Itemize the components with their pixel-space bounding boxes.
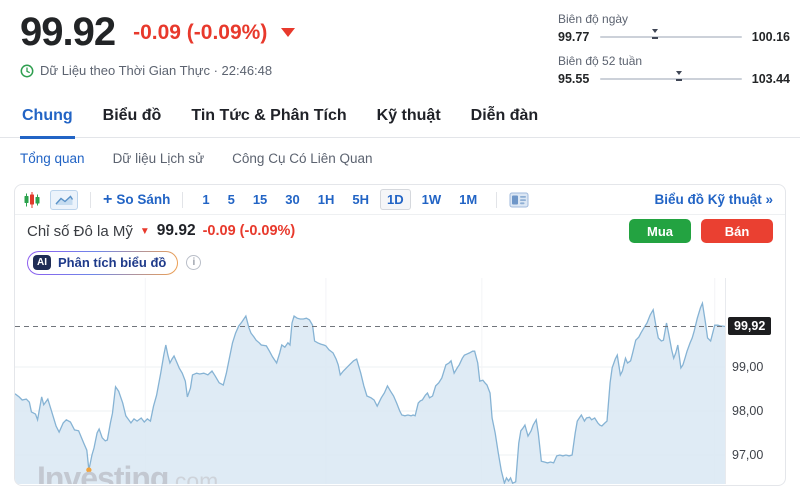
clock-icon: [20, 64, 34, 77]
technical-chart-link[interactable]: Biểu đồ Kỹ thuật »: [654, 192, 773, 207]
chart-area: Investing.com 99,92 99,00 98,00 97,00: [15, 278, 785, 484]
price-change: -0.09 (-0.09%): [133, 20, 268, 44]
compare-label: So Sánh: [116, 192, 171, 207]
investing-watermark: Investing.com: [37, 460, 219, 484]
interval-1h[interactable]: 1H: [317, 192, 335, 207]
ai-analysis-row: AI Phân tích biểu đồ i: [15, 247, 785, 278]
week52-range-high: 103.44: [751, 72, 790, 86]
price-area-fill: [15, 303, 725, 484]
watermark-orange-dot-icon: [86, 467, 92, 473]
tab-tin-tuc-phan-tich[interactable]: Tin Tức & Phân Tích: [191, 107, 347, 124]
chart-toolbar: + So Sánh 1 5 15 30 1H 5H 1D 1W 1M: [15, 185, 785, 215]
interval-5[interactable]: 5: [227, 192, 235, 207]
instrument-change: -0.09 (-0.09%): [202, 223, 296, 239]
sell-button[interactable]: Bán: [701, 219, 773, 243]
price-block: 99.92 -0.09 (-0.09%) Dữ Liệu theo Thời G…: [20, 10, 296, 92]
chart-news-panel-icon[interactable]: [509, 192, 529, 208]
price-down-caret-icon: [281, 28, 296, 37]
compare-button[interactable]: + So Sánh: [103, 191, 170, 209]
tab-bieu-do[interactable]: Biểu đồ: [102, 107, 162, 124]
day-range-label: Biên độ ngày: [558, 12, 629, 26]
info-icon[interactable]: i: [186, 255, 202, 270]
price-axis-tick: 98,00: [732, 404, 764, 418]
interval-1w[interactable]: 1W: [421, 192, 442, 207]
price-axis-tick: 97,00: [732, 448, 764, 462]
day-range-low: 99.77: [558, 30, 590, 44]
plus-icon: +: [103, 190, 113, 208]
instrument-price: 99.92: [156, 222, 196, 239]
instrument-down-arrow-icon: ▼: [139, 225, 150, 237]
toolbar-divider: [182, 191, 184, 208]
realtime-label: Dữ Liệu theo Thời Gian Thực · 22:46:48: [40, 63, 273, 78]
area-chart-icon[interactable]: [50, 189, 78, 210]
toolbar-divider: [496, 191, 498, 208]
buy-button[interactable]: Mua: [629, 219, 691, 243]
instrument-row: Chỉ số Đô la Mỹ ▼ 99.92 -0.09 (-0.09%) M…: [15, 215, 785, 247]
week52-range-label: Biên độ 52 tuần: [558, 54, 643, 68]
subtab-du-lieu-lich-su[interactable]: Dữ liệu Lịch sử: [112, 151, 205, 166]
last-price-tag: 99,92: [728, 316, 772, 335]
day-range-high: 100.16: [751, 30, 790, 44]
main-tabs: Chung Biểu đồ Tin Tức & Phân Tích Kỹ thu…: [0, 94, 800, 139]
week52-range-low: 95.55: [558, 72, 590, 86]
quote-header: 99.92 -0.09 (-0.09%) Dữ Liệu theo Thời G…: [0, 0, 800, 92]
price-plot[interactable]: Investing.com: [15, 278, 726, 484]
ai-chart-analysis-button[interactable]: AI Phân tích biểu đồ: [27, 251, 178, 275]
tab-dien-dan[interactable]: Diễn đàn: [470, 107, 539, 124]
week52-range-marker-icon: [675, 71, 683, 81]
interval-selector: 1 5 15 30 1H 5H 1D 1W 1M: [195, 189, 484, 210]
day-range: Biên độ ngày 99.77 100.16: [558, 12, 790, 44]
instrument-name: Chỉ số Đô la Mỹ: [27, 222, 133, 240]
interval-1[interactable]: 1: [202, 192, 210, 207]
interval-1m[interactable]: 1M: [459, 192, 478, 207]
week52-range-slider: [600, 71, 742, 81]
day-range-marker-icon: [651, 29, 659, 39]
ai-badge-icon: AI: [33, 255, 51, 270]
subtab-tong-quan[interactable]: Tổng quan: [20, 151, 85, 166]
interval-5h[interactable]: 5H: [352, 192, 370, 207]
price-axis[interactable]: 99,92 99,00 98,00 97,00: [726, 278, 785, 484]
week52-range: Biên độ 52 tuần 95.55 103.44: [558, 54, 790, 86]
price-line: [15, 303, 725, 483]
interval-1d[interactable]: 1D: [380, 189, 411, 210]
sub-tabs: Tổng quan Dữ liệu Lịch sử Công Cụ Có Liê…: [0, 138, 800, 179]
interval-15[interactable]: 15: [252, 192, 268, 207]
day-range-slider: [600, 29, 742, 39]
chart-widget: + So Sánh 1 5 15 30 1H 5H 1D 1W 1M: [14, 184, 786, 486]
last-price: 99.92: [20, 10, 116, 54]
ranges-panel: Biên độ ngày 99.77 100.16 Biên độ 52 tuầ…: [558, 10, 790, 92]
interval-30[interactable]: 30: [285, 192, 300, 207]
price-axis-tick: 99,00: [732, 360, 764, 374]
tab-ky-thuat[interactable]: Kỹ thuật: [376, 107, 441, 124]
candlestick-chart-icon[interactable]: [23, 191, 41, 209]
toolbar-divider: [90, 191, 91, 208]
subtab-cong-cu-lien-quan[interactable]: Công Cụ Có Liên Quan: [232, 151, 373, 166]
ai-analysis-label: Phân tích biểu đồ: [58, 255, 167, 270]
tab-chung[interactable]: Chung: [20, 99, 75, 139]
